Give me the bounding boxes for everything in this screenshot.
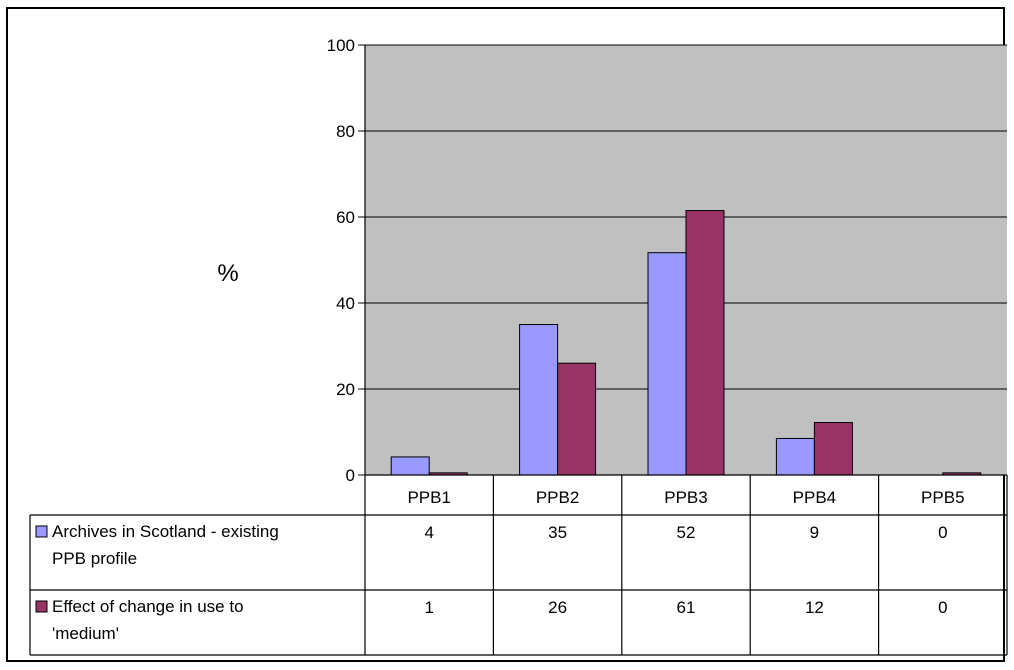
data-label: 4 [424, 523, 433, 542]
legend-label: Effect of change in use to [52, 597, 244, 616]
data-label: 0 [938, 523, 947, 542]
y-tick-label: 80 [336, 122, 355, 141]
data-label: 26 [548, 598, 567, 617]
legend-key [35, 600, 48, 613]
x-tick-label: PPB3 [664, 488, 707, 507]
bar [390, 456, 430, 476]
data-label: 0 [938, 598, 947, 617]
y-tick-label: 100 [327, 36, 355, 55]
bar [519, 324, 559, 476]
data-label: 61 [677, 598, 696, 617]
data-label: 35 [548, 523, 567, 542]
data-label: 12 [805, 598, 824, 617]
data-label: 1 [424, 598, 433, 617]
bar [813, 422, 853, 476]
bar [775, 437, 815, 476]
legend-label: Archives in Scotland - existing [52, 522, 279, 541]
y-tick-label: 0 [346, 466, 355, 485]
x-tick-label: PPB1 [407, 488, 450, 507]
bar [685, 210, 725, 476]
y-axis-label: % [217, 260, 238, 287]
bar [647, 252, 687, 476]
y-tick-label: 20 [336, 380, 355, 399]
bar [557, 362, 597, 476]
legend-label: PPB profile [52, 549, 137, 568]
y-tick-label: 40 [336, 294, 355, 313]
legend-label: 'medium' [52, 624, 119, 643]
x-tick-label: PPB4 [793, 488, 836, 507]
x-tick-label: PPB5 [921, 488, 964, 507]
legend-key [35, 525, 48, 538]
x-tick-label: PPB2 [536, 488, 579, 507]
data-label: 9 [810, 523, 819, 542]
data-label: 52 [677, 523, 696, 542]
y-tick-label: 60 [336, 208, 355, 227]
